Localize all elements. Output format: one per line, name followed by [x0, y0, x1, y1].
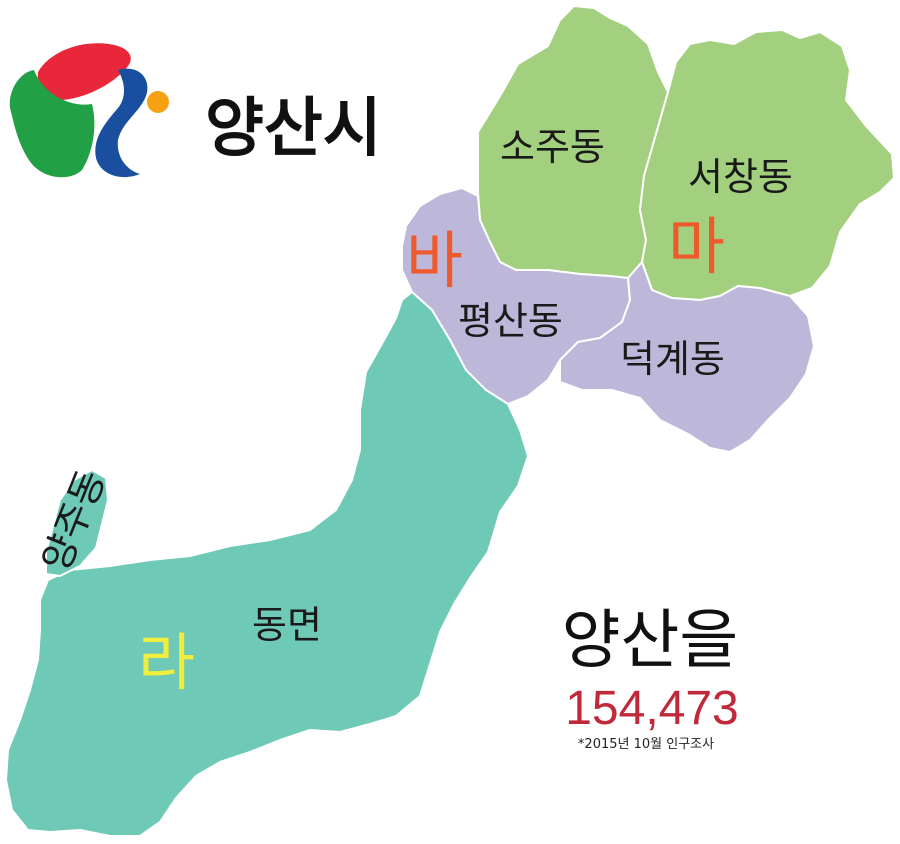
dong-label-deokgyedong: 덕계동: [620, 337, 725, 381]
population-count: 154,473: [565, 682, 739, 735]
dong-label-pyeongsandong: 평산동: [458, 299, 563, 343]
dong-label-dongmyeon: 동면: [252, 603, 322, 647]
region-seochangdong: [639, 29, 895, 301]
district-letter-ma: 마: [668, 210, 725, 283]
district-letter-ra: 라: [138, 626, 195, 699]
population-footnote: *2015년 10월 인구조사: [578, 737, 714, 752]
region-deokgyedong: [559, 261, 815, 453]
region-yangjudong: [45, 469, 109, 577]
logo-blue-stroke: [95, 68, 148, 178]
city-logo-icon: [9, 43, 169, 178]
constituency-name: 양산을: [562, 604, 739, 678]
district-letter-ba: 바: [406, 224, 463, 297]
dong-label-seochangdong: 서창동: [688, 155, 793, 199]
logo-orange-dot: [147, 91, 169, 113]
city-name: 양산시: [205, 92, 382, 166]
logo-green-shape: [9, 70, 95, 178]
region-dongmyeon: [5, 291, 529, 837]
logo-red-leaf: [37, 43, 131, 100]
dong-label-sojudong: 소주동: [500, 125, 605, 169]
